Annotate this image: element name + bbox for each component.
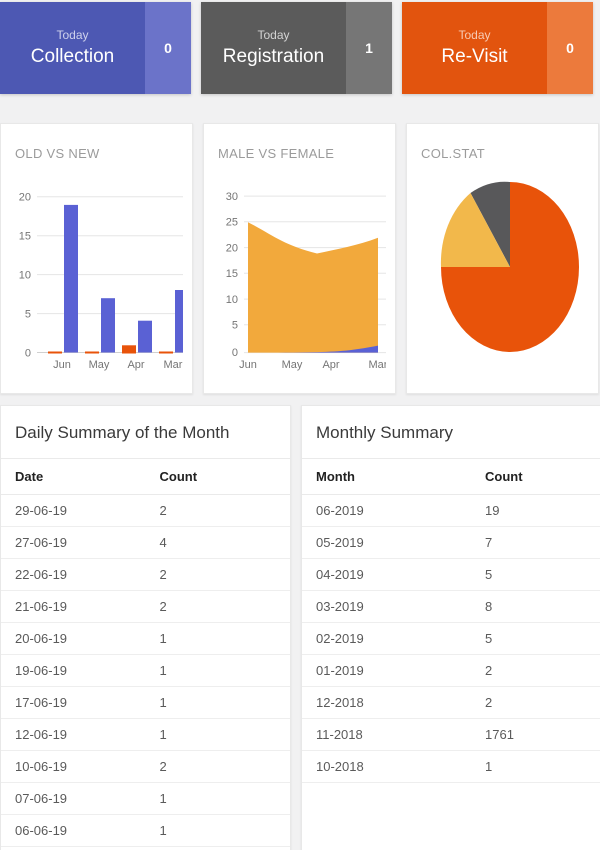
svg-text:20: 20 (226, 243, 238, 255)
svg-text:5: 5 (232, 320, 238, 332)
svg-text:May: May (282, 359, 303, 371)
svg-text:10: 10 (19, 269, 31, 281)
svg-text:Apr: Apr (322, 359, 339, 371)
svg-text:15: 15 (19, 231, 31, 243)
svg-text:25: 25 (226, 217, 238, 229)
svg-text:0: 0 (25, 347, 31, 359)
svg-text:0: 0 (232, 347, 238, 359)
svg-text:15: 15 (226, 268, 238, 280)
svg-text:30: 30 (226, 191, 238, 203)
svg-text:20: 20 (19, 192, 31, 204)
svg-text:10: 10 (226, 294, 238, 306)
svg-text:May: May (89, 359, 110, 371)
svg-text:Mar: Mar (164, 359, 183, 371)
svg-text:Mar: Mar (369, 359, 386, 371)
svg-text:Apr: Apr (127, 359, 144, 371)
svg-text:Jun: Jun (53, 359, 71, 371)
svg-text:5: 5 (25, 308, 31, 320)
svg-text:Jun: Jun (239, 359, 257, 371)
